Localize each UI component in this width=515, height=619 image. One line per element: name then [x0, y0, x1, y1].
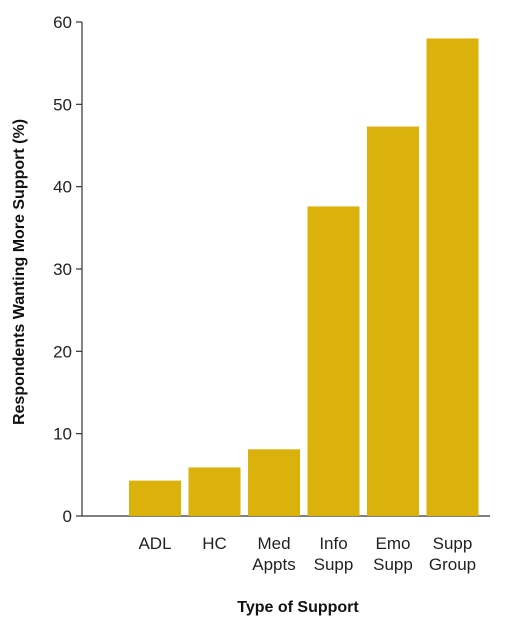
- bar: [367, 126, 419, 517]
- bar: [307, 206, 360, 516]
- x-tick-label: Emo Supp: [373, 534, 413, 574]
- y-tick-label: 30: [53, 260, 72, 279]
- x-tick-label: Info Supp: [314, 534, 354, 574]
- bar: [426, 38, 479, 516]
- y-tick-label: 60: [53, 13, 72, 32]
- x-tick-label: Med Appts: [252, 534, 295, 574]
- y-tick-label: 20: [53, 342, 72, 361]
- bar: [129, 480, 181, 516]
- x-axis: ADL HC Med Appts Info Supp Emo Supp Supp Group: [82, 515, 490, 574]
- bar: [248, 449, 300, 516]
- y-tick-label: 0: [63, 507, 72, 526]
- x-axis-title: Type of Support: [237, 599, 359, 616]
- y-axis: 0 10 20 30 40 50 60: [53, 13, 83, 526]
- y-tick-label: 40: [53, 178, 72, 197]
- bars: [129, 38, 479, 517]
- x-tick-label: Supp Group: [429, 534, 476, 574]
- bar: [188, 467, 241, 516]
- y-tick-label: 10: [53, 425, 72, 444]
- x-tick-label: ADL: [138, 534, 171, 553]
- y-tick-label: 50: [53, 95, 72, 114]
- y-axis-title: Respondents Wanting More Support (%): [11, 119, 28, 425]
- x-tick-label: HC: [202, 534, 227, 553]
